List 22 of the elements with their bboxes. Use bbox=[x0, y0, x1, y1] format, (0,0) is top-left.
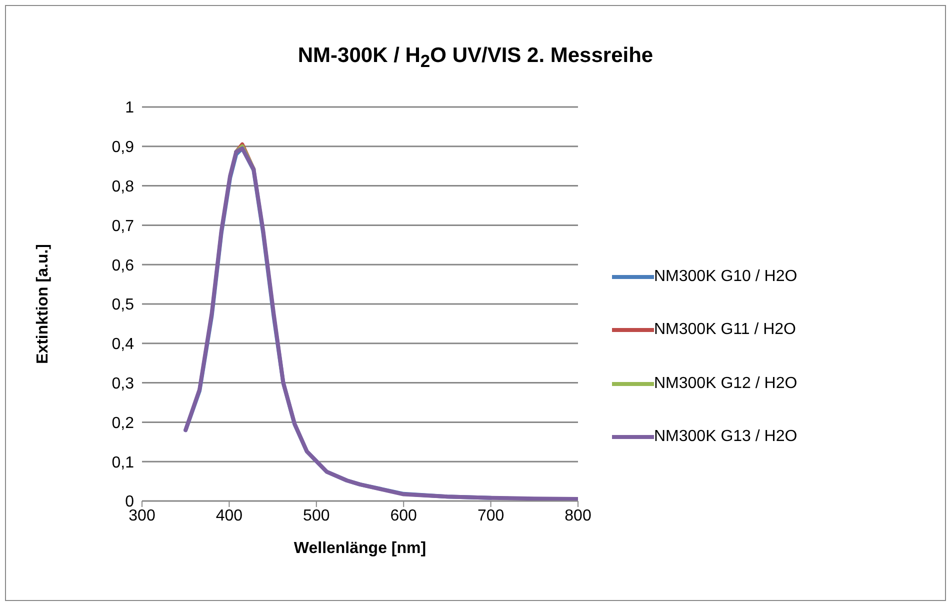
y-tick-label: 1 bbox=[125, 100, 134, 117]
x-tick-label: 600 bbox=[390, 507, 418, 524]
x-tick-label: 800 bbox=[564, 507, 592, 524]
y-tick-label: 0,6 bbox=[112, 257, 134, 274]
legend-label: NM300K G13 / H2O bbox=[654, 428, 798, 446]
legend-label: NM300K G11 / H2O bbox=[654, 321, 796, 340]
y-tick-label: 0,3 bbox=[112, 375, 134, 392]
y-tick-label: 0,5 bbox=[112, 296, 134, 314]
chart-title: NM-300K / H$_{2}$O UV/VIS 2. Messreihe bbox=[296, 44, 654, 72]
y-tick-label: 0,9 bbox=[112, 139, 134, 156]
x-tick-label: 400 bbox=[216, 507, 243, 524]
x-axis-title: Wellenlänge [nm] bbox=[294, 540, 426, 557]
y-tick-label: 0,2 bbox=[112, 414, 134, 432]
legend-label: NM300K G10 / H2O bbox=[654, 268, 798, 286]
x-tick-label: 700 bbox=[477, 507, 504, 524]
x-tick-label: 500 bbox=[303, 507, 330, 524]
y-tick-label: 0,4 bbox=[112, 336, 134, 354]
y-tick-label: 0,7 bbox=[112, 218, 134, 235]
y-axis-title: Extinktion [a.u.] bbox=[34, 244, 52, 364]
legend-label: NM300K G12 / H2O bbox=[654, 374, 798, 393]
y-tick-label: 0,1 bbox=[112, 454, 134, 472]
y-tick-label: 0,8 bbox=[112, 178, 134, 196]
